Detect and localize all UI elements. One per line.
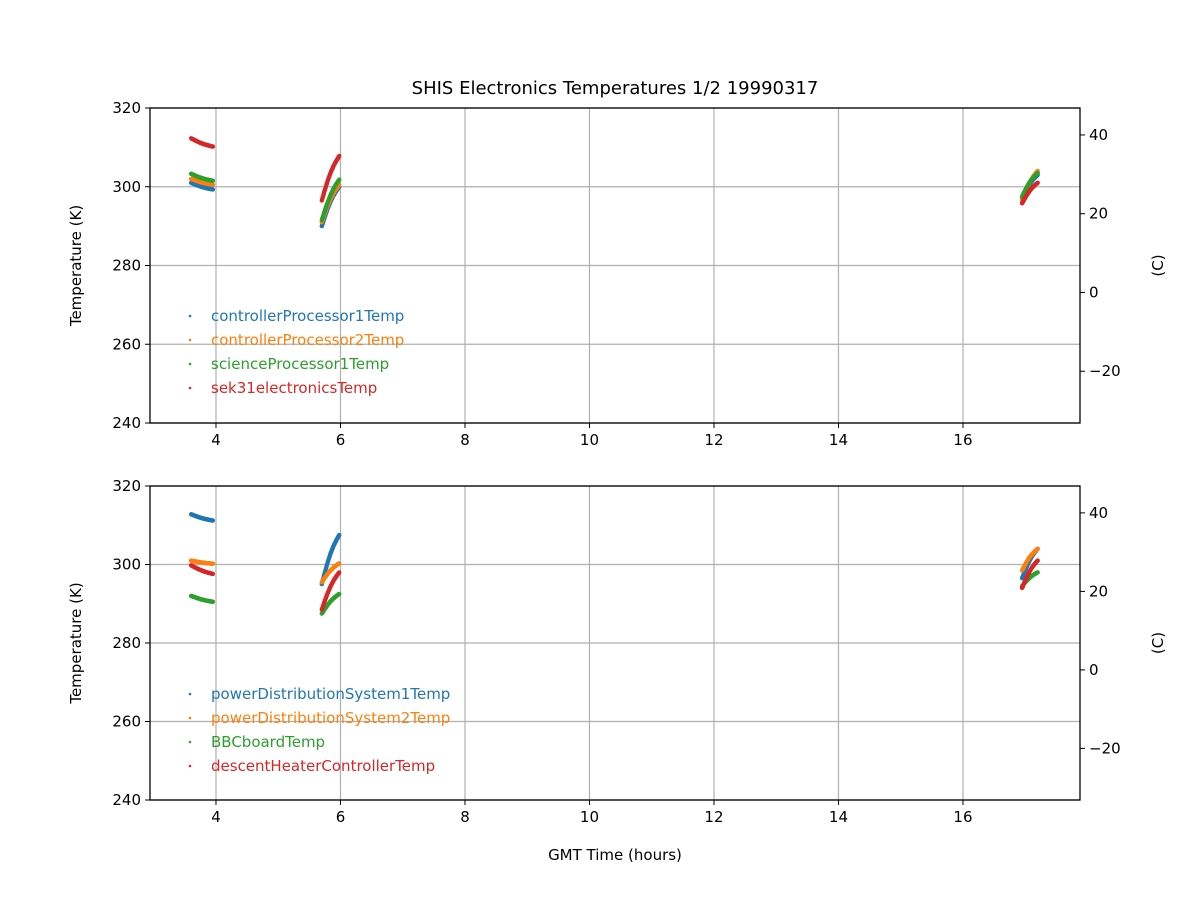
data-point	[1035, 558, 1040, 563]
data-point	[337, 177, 342, 182]
series-controllerProcessor1Temp	[188, 172, 1040, 229]
data-point	[1035, 570, 1040, 575]
legend-marker	[188, 692, 192, 696]
data-point	[337, 570, 342, 575]
legend-item: powerDistributionSystem1Temp	[188, 685, 450, 703]
y2-tick-label: 40	[1089, 504, 1108, 522]
data-point	[210, 561, 216, 566]
series-descentHeaterControllerTemp	[188, 558, 1040, 612]
y2-tick-label: 20	[1089, 582, 1108, 600]
chart-title: SHIS Electronics Temperatures 1/2 199903…	[412, 78, 819, 99]
x-tick-label: 6	[336, 431, 346, 449]
x-tick-label: 12	[704, 431, 723, 449]
y-tick-label: 280	[112, 634, 141, 652]
data-point	[210, 187, 216, 192]
x-tick-label: 10	[580, 431, 599, 449]
legend-marker	[188, 386, 192, 390]
y-tick-label: 300	[112, 178, 141, 196]
y-tick-label: 300	[112, 556, 141, 574]
legend-label: BBCboardTemp	[211, 733, 325, 751]
series-powerDistributionSystem2Temp	[188, 546, 1040, 585]
series-controllerProcessor2Temp	[188, 168, 1040, 225]
legend-marker	[188, 362, 192, 366]
y-axis-label: Temperature (K)	[67, 582, 85, 704]
legend-item: controllerProcessor1Temp	[188, 307, 404, 325]
x-tick-label: 12	[704, 808, 723, 826]
legend-label: powerDistributionSystem1Temp	[211, 685, 450, 703]
legend-item: descentHeaterControllerTemp	[188, 757, 435, 775]
legend-marker	[188, 740, 192, 744]
series-sek31electronicsTemp	[188, 136, 1040, 206]
series-powerDistributionSystem1Temp	[188, 512, 1040, 587]
x-tick-label: 14	[829, 808, 848, 826]
legend-label: powerDistributionSystem2Temp	[211, 709, 450, 727]
y2-tick-label: −20	[1089, 739, 1121, 757]
x-tick-label: 6	[336, 808, 346, 826]
legend-marker	[188, 716, 192, 720]
panel-1: 4 6 8 10 12 14 16 240 260 280 300 320 −20 0 20 40 Temper…	[67, 99, 1167, 449]
legend-item: scienceProcessor1Temp	[188, 355, 389, 373]
data-point	[210, 518, 216, 523]
legend-label: controllerProcessor1Temp	[211, 307, 404, 325]
data-point	[1035, 180, 1040, 185]
y2-tick-label: 40	[1089, 126, 1108, 144]
y2-axis-label: (C)	[1149, 632, 1167, 654]
data-point	[210, 144, 216, 149]
panel-2: 4 6 8 10 12 14 16 240 260 280 300 320 −20 0 20 40 Temper…	[67, 477, 1167, 864]
x-tick-label: 8	[460, 808, 470, 826]
legend-marker	[188, 314, 192, 318]
x-tick-label: 14	[829, 431, 848, 449]
data-point	[210, 178, 216, 183]
y-tick-label: 240	[112, 791, 141, 809]
x-tick-label: 8	[460, 431, 470, 449]
y2-axis-label: (C)	[1149, 254, 1167, 276]
legend-item: powerDistributionSystem2Temp	[188, 709, 450, 727]
x-tick-label: 10	[580, 808, 599, 826]
legend-label: scienceProcessor1Temp	[211, 355, 389, 373]
x-tick-label: 4	[211, 808, 221, 826]
legend-item: BBCboardTemp	[188, 733, 325, 751]
legend-marker	[188, 338, 192, 342]
legend-label: descentHeaterControllerTemp	[211, 757, 435, 775]
data-point	[210, 182, 216, 187]
data-point	[1035, 546, 1040, 551]
x-tick-label: 4	[211, 431, 221, 449]
legend-item: controllerProcessor2Temp	[188, 331, 404, 349]
data-point	[337, 532, 342, 538]
data-point	[1035, 170, 1040, 176]
y2-tick-label: 0	[1089, 283, 1099, 301]
y-tick-label: 320	[112, 99, 141, 117]
x-tick-label: 16	[953, 808, 972, 826]
x-axis-label: GMT Time (hours)	[548, 846, 682, 864]
y-tick-label: 260	[112, 335, 141, 353]
y-tick-label: 260	[112, 713, 141, 731]
data-point	[210, 571, 216, 577]
series-scienceProcessor1Temp	[188, 170, 1040, 223]
legend: powerDistributionSystem1Temp powerDistrib…	[188, 685, 450, 775]
legend-item: sek31electronicsTemp	[188, 379, 377, 397]
x-tick-label: 16	[953, 431, 972, 449]
y-tick-label: 280	[112, 257, 141, 275]
data-point	[337, 153, 342, 159]
series-BBCboardTemp	[188, 570, 1040, 616]
data-point	[210, 599, 216, 604]
y-axis-label: Temperature (K)	[67, 205, 85, 327]
data-point	[337, 591, 342, 597]
legend-label: sek31electronicsTemp	[211, 379, 377, 397]
data-point	[337, 561, 342, 566]
y-tick-label: 320	[112, 477, 141, 495]
legend-marker	[188, 764, 192, 768]
y-tick-label: 240	[112, 414, 141, 432]
y2-tick-label: 0	[1089, 661, 1099, 679]
legend-label: controllerProcessor2Temp	[211, 331, 404, 349]
legend: controllerProcessor1Temp controllerProces…	[188, 307, 404, 397]
y2-tick-label: −20	[1089, 362, 1121, 380]
y2-tick-label: 20	[1089, 205, 1108, 223]
